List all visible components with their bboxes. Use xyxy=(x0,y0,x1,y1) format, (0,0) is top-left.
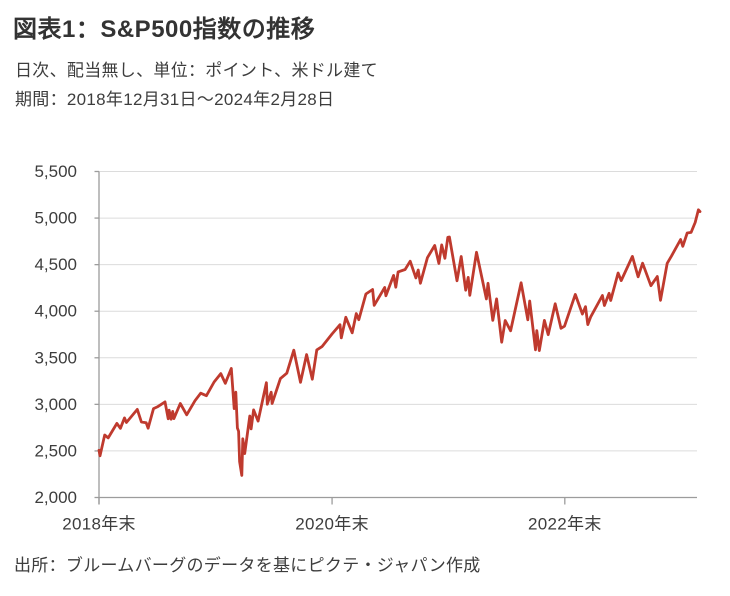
chart-subtitle-conditions: 日次、配当無し、単位：ポイント、米ドル建て xyxy=(15,61,378,80)
chart-subtitle-period: 期間：2018年12月31日～2024年2月28日 xyxy=(15,90,335,109)
y-tick-label: 2,000 xyxy=(34,488,77,507)
y-tick-label: 3,500 xyxy=(34,348,77,367)
y-tick-label: 5,000 xyxy=(34,209,77,228)
page-title: 図表1：S&P500指数の推移 xyxy=(13,16,316,43)
y-tick-label: 4,000 xyxy=(34,302,77,321)
y-tick-label: 3,000 xyxy=(34,395,77,414)
y-tick-label: 4,500 xyxy=(34,255,77,274)
x-tick-label: 2022年末 xyxy=(528,515,602,534)
y-tick-label: 2,500 xyxy=(34,441,77,460)
y-tick-label: 5,500 xyxy=(34,162,77,181)
source-note: 出所：ブルームバーグのデータを基にピクテ・ジャパン作成 xyxy=(14,556,481,575)
sp500-price-line xyxy=(97,208,702,477)
x-tick-label: 2018年末 xyxy=(62,515,136,534)
x-tick-label: 2020年末 xyxy=(295,515,369,534)
